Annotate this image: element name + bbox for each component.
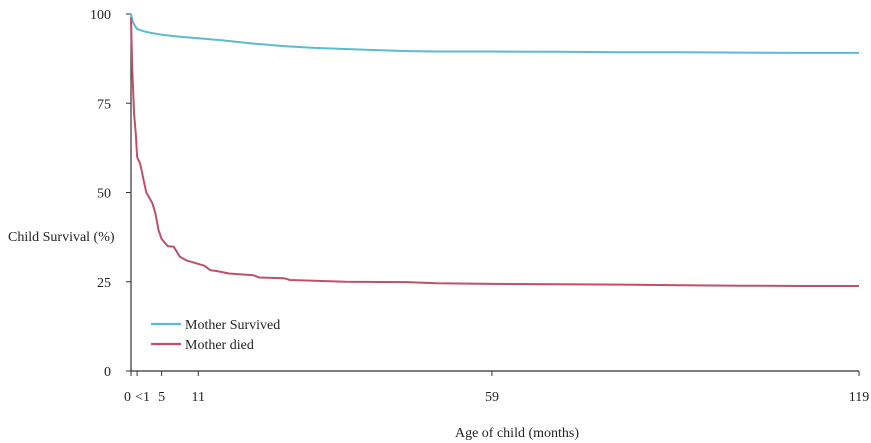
x-tick-label: 11 (192, 390, 205, 405)
x-axis-label: Age of child (months) (455, 426, 579, 441)
y-tick-label: 50 (97, 187, 111, 202)
x-tick-label: 59 (485, 390, 499, 405)
legend-label: Mother Survived (185, 318, 280, 333)
y-axis-label: Child Survival (%) (8, 230, 115, 245)
x-tick-label: 119 (849, 390, 869, 405)
legend: Mother Survived Mother died (151, 318, 280, 353)
x-tick-label: <1 (135, 390, 150, 405)
y-tick-label: 100 (90, 8, 111, 23)
x-tick-label: 0 (124, 390, 131, 405)
legend-label: Mother died (185, 338, 254, 353)
x-tick-label: 5 (158, 390, 165, 405)
y-tick-label: 75 (97, 97, 111, 112)
y-tick-label: 0 (104, 365, 111, 380)
x-axis: 0 <1 5 11 59 119 (124, 370, 869, 405)
series-lines (130, 13, 859, 287)
y-tick-label: 25 (97, 276, 111, 291)
series-line-mother-died (130, 17, 859, 287)
y-axis: 0 25 50 75 100 (90, 8, 132, 380)
series-line-mother-survived (130, 13, 859, 54)
